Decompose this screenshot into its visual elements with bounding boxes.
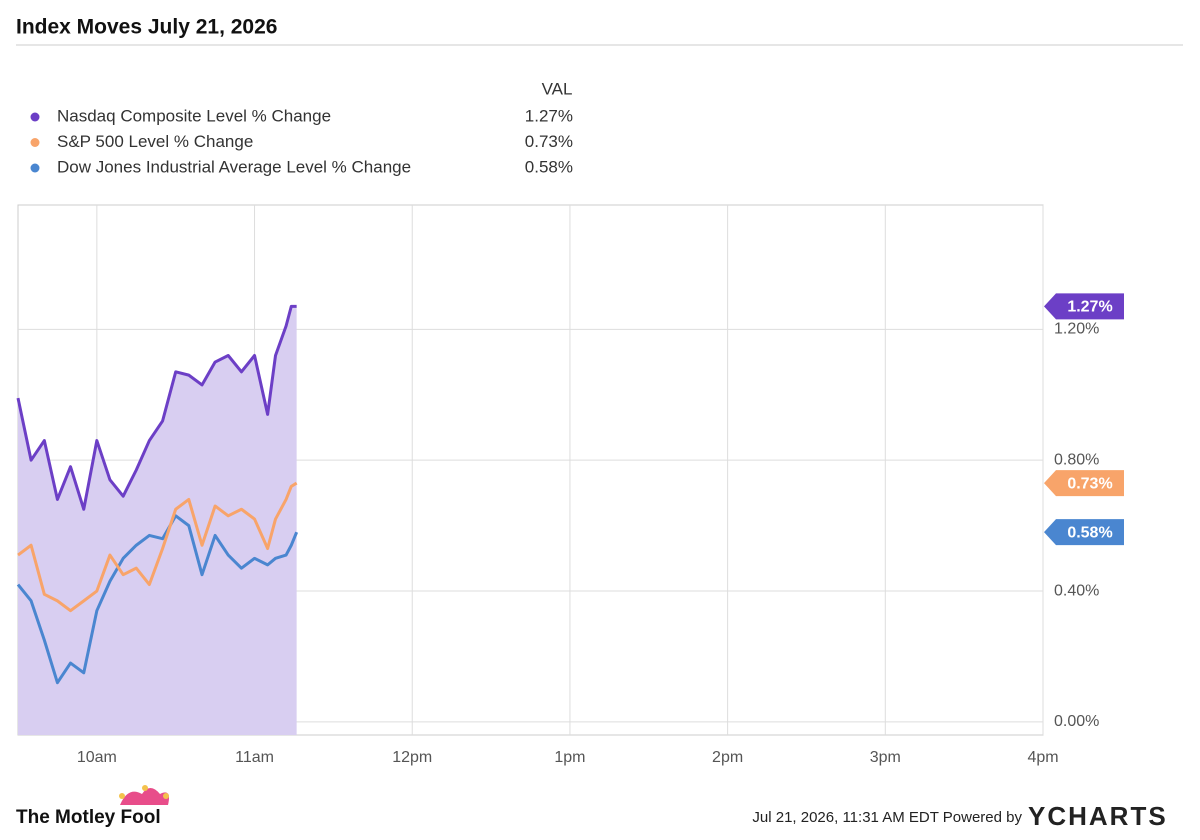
x-tick-label: 10am: [77, 749, 117, 766]
value-flag: [1044, 470, 1124, 497]
motley-fool-logo: The Motley Fool: [16, 785, 169, 828]
legend-marker: [30, 163, 40, 173]
chart-title: Index Moves July 21, 2026: [16, 16, 277, 39]
legend-marker: [30, 112, 40, 122]
y-tick-label: 1.20%: [1054, 321, 1099, 338]
y-tick-label: 0.80%: [1054, 451, 1099, 468]
x-tick-label: 12pm: [392, 749, 432, 766]
area: [18, 306, 297, 735]
series-line: [17, 481, 298, 613]
legend-label: Dow Jones Industrial Average Level % Cha…: [57, 157, 411, 176]
hat-bell: [142, 785, 148, 791]
value-flag-label: 0.73%: [1067, 475, 1112, 492]
x-tick-label: 3pm: [870, 749, 901, 766]
value-flag: [1044, 293, 1124, 320]
x-tick-label: 4pm: [1027, 749, 1058, 766]
value-flag: [1044, 519, 1124, 546]
x-tick-label: 1pm: [554, 749, 585, 766]
y-tick-label: 0.00%: [1054, 713, 1099, 730]
legend-marker: [30, 138, 40, 147]
legend-value: 1.27%: [525, 106, 573, 125]
legend-header: VAL: [542, 79, 573, 98]
provider-logo: YCHARTS: [1028, 801, 1168, 831]
timestamp: Jul 21, 2026, 11:31 AM EDT Powered by: [752, 809, 1022, 826]
legend-value: 0.58%: [525, 157, 573, 176]
legend-value: 0.73%: [525, 132, 573, 151]
jester-hat: [120, 788, 169, 805]
value-flag-label: 0.58%: [1067, 524, 1112, 541]
series-line: [16, 304, 297, 511]
x-tick-label: 2pm: [712, 749, 743, 766]
y-tick-label: 0.40%: [1054, 582, 1099, 599]
legend-label: S&P 500 Level % Change: [57, 132, 253, 151]
brand: The Motley Fool: [16, 807, 161, 828]
legend-label: Nasdaq Composite Level % Change: [57, 106, 331, 125]
hat-bell: [119, 793, 125, 799]
hat-bell: [163, 793, 169, 799]
x-tick-label: 11am: [235, 749, 274, 766]
value-flag-label: 1.27%: [1067, 299, 1112, 316]
